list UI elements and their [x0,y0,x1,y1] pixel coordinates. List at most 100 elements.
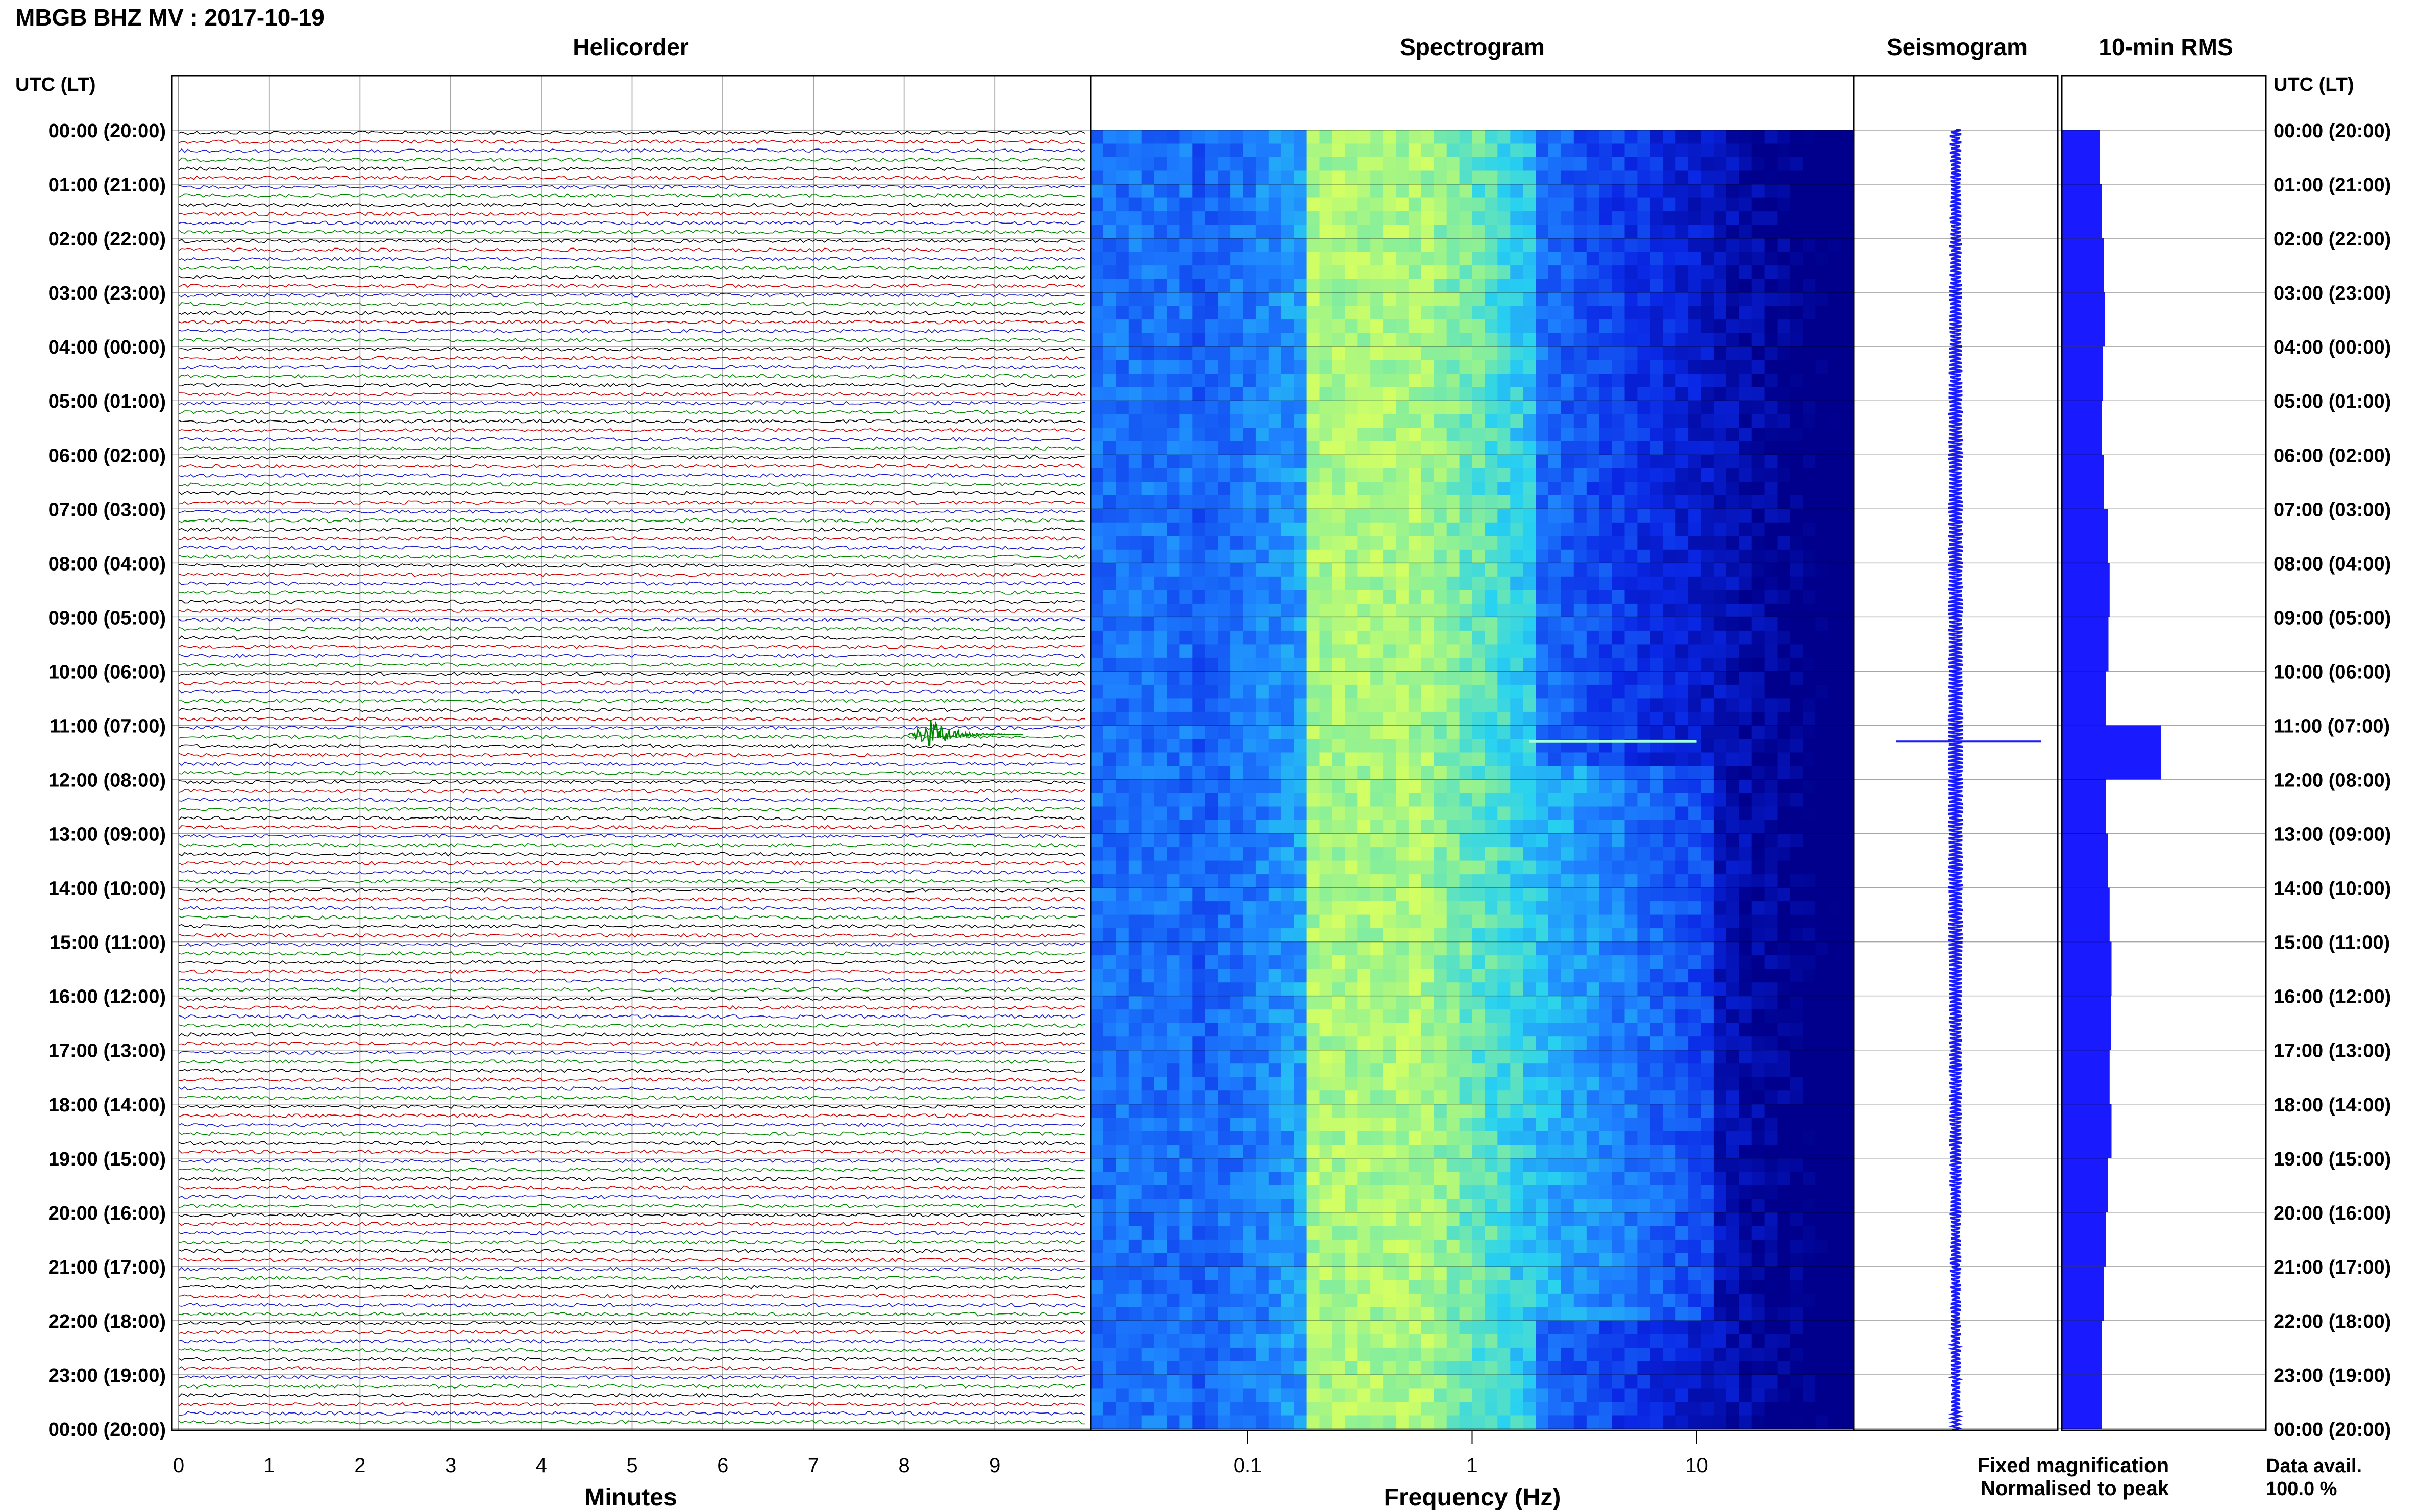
spectrogram-cell [1624,874,1638,888]
spectrogram-cell [1701,847,1714,861]
spectrogram-cell [1586,617,1600,631]
spectrogram-cell [1675,1226,1689,1240]
spectrogram-cell [1536,536,1549,550]
spectrogram-cell [1141,657,1155,672]
spectrogram-cell [1103,1050,1117,1064]
spectrogram-cell [1218,1009,1231,1024]
spectrogram-cell [1396,860,1409,875]
spectrogram-cell [1612,1009,1625,1024]
spectrogram-cell [1497,1131,1511,1146]
spectrogram-cell [1192,1415,1206,1429]
spectrogram-cell [1408,1199,1422,1213]
spectrogram-cell [1472,1375,1486,1389]
spectrogram-cell [1637,671,1651,685]
spectrogram-cell [1408,211,1422,226]
spectrogram-cell [1446,279,1460,293]
spectrogram-cell [1701,319,1714,334]
spectrogram-cell [1370,941,1384,956]
spectrogram-cell [1268,319,1282,334]
spectrogram-cell [1726,170,1740,185]
spectrogram-cell [1446,1402,1460,1416]
spectrogram-cell [1141,1375,1155,1389]
spectrogram-cell [1421,428,1435,442]
spectrogram-cell [1319,617,1333,631]
spectrogram-cell [1701,482,1714,496]
spectrogram-cell [1459,1307,1473,1321]
spectrogram-cell [1637,197,1651,212]
spectrogram-cell [1675,238,1689,253]
spectrogram-cell [1472,901,1486,915]
spectrogram-cell [1306,1077,1320,1092]
spectrogram-cell [1485,833,1498,848]
spectrogram-cell [1713,428,1727,442]
spectrogram-cell [1701,1347,1714,1362]
spectrogram-cell [1396,996,1409,1010]
spectrogram-cell [1637,1009,1651,1024]
spectrogram-cell [1663,1172,1676,1186]
spectrogram-cell [1332,265,1346,280]
spectrogram-cell [1243,806,1256,821]
spectrogram-cell [1548,346,1562,361]
spectrogram-cell [1612,495,1625,510]
spectrogram-cell [1396,197,1409,212]
spectrogram-cell [1357,847,1371,861]
spectrogram-cell [1548,1226,1562,1240]
spectrogram-cell [1141,428,1155,442]
spectrogram-cell [1116,1090,1129,1105]
spectrogram-cell [1650,698,1664,712]
spectrogram-cell [1396,617,1409,631]
spectrogram-cell [1586,387,1600,402]
spectrogram-cell [1128,333,1142,348]
spectrogram-cell [1472,793,1486,807]
spectrogram-cell [1396,374,1409,388]
spectrogram-cell [1230,1320,1244,1335]
spectrogram-cell [1383,184,1396,199]
spectrogram-cell [1726,1293,1740,1308]
spectrogram-cell [1612,1293,1625,1308]
spectrogram-cell [1230,1050,1244,1064]
spectrogram-cell [1561,238,1574,253]
spectrogram-cell [1446,711,1460,726]
spectrogram-cell [1637,833,1651,848]
spectrogram-cell [1637,698,1651,712]
spectrogram-cell [1688,130,1701,144]
spectrogram-cell [1548,1036,1562,1051]
spectrogram-cell [1713,1320,1727,1335]
spectrogram-cell [1128,170,1142,185]
spectrogram-cell [1497,1334,1511,1348]
spectrogram-cell [1561,901,1574,915]
figure-title: MBGB BHZ MV : 2017-10-19 [15,4,325,31]
spectrogram-cell [1408,184,1422,199]
spectrogram-cell [1243,1415,1256,1429]
spectrogram-cell [1624,1172,1638,1186]
spectrogram-cell [1497,360,1511,375]
spectrogram-cell [1179,1104,1193,1119]
spectrogram-cell [1446,428,1460,442]
spectrogram-cell [1510,996,1524,1010]
spectrogram-cell [1345,1266,1359,1281]
spectrogram-cell [1459,1226,1473,1240]
spectrogram-cell [1281,901,1295,915]
spectrogram-cell [1116,617,1129,631]
spectrogram-cell [1268,1090,1282,1105]
spectrogram-cell [1726,1307,1740,1321]
spectrogram-cell [1383,1118,1396,1132]
spectrogram-cell [1357,955,1371,970]
spectrogram-cell [1573,563,1587,577]
spectrogram-cell [1205,1402,1219,1416]
spectrogram-cell [1128,1118,1142,1132]
spectrogram-cell [1624,211,1638,226]
spectrogram-cell [1561,319,1574,334]
spectrogram-cell [1268,603,1282,618]
spectrogram-cell [1434,1090,1447,1105]
spectrogram-cell [1319,860,1333,875]
spectrogram-cell [1370,739,1384,753]
spectrogram-cell [1306,766,1320,780]
spectrogram-cell [1154,1226,1168,1240]
spectrogram-cell [1573,360,1587,375]
spectrogram-cell [1650,1415,1664,1429]
spectrogram-cell [1523,590,1537,604]
spectrogram-cell [1154,360,1168,375]
spectrogram-cell [1434,874,1447,888]
spectrogram-cell [1116,752,1129,766]
